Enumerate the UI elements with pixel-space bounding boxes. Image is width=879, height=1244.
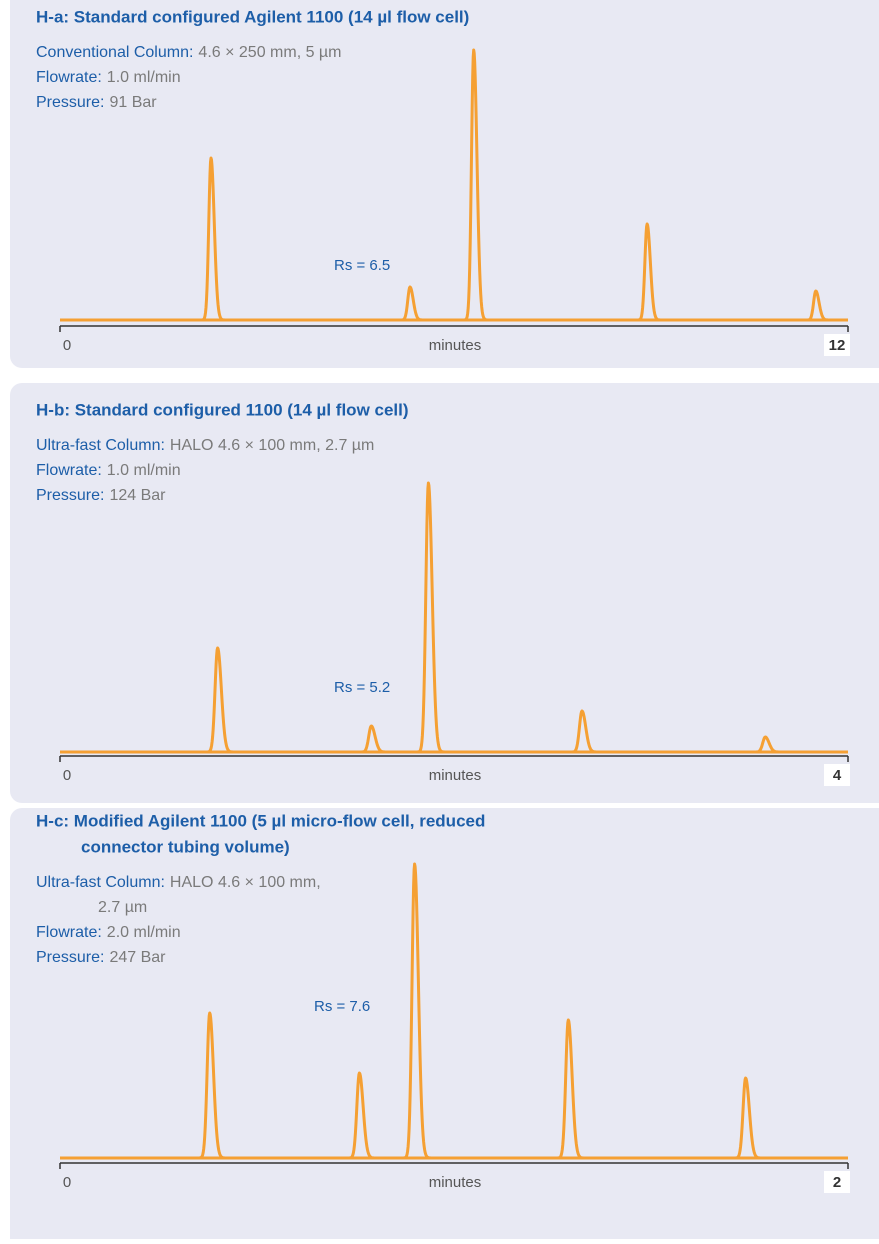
detail: Flowrate: 1.0 ml/min [36,462,181,479]
detail-value: HALO 4.6 × 100 mm, 2.7 µm [170,437,374,454]
tick-box [824,1171,850,1193]
x-tick-label: 0 [63,767,71,784]
detail-label: Flowrate: [36,924,102,941]
detail: Pressure: 91 Bar [36,94,157,111]
peak [352,724,399,754]
annotation: Rs = 7.6 [314,998,370,1015]
peak [726,1076,773,1160]
panel-title: H-b: Standard configured 1100 (14 µl flo… [36,400,409,419]
detail: Ultra-fast Column: HALO 4.6 × 100 mm, [36,874,321,891]
detail-value: 124 Bar [109,487,166,504]
peak [340,1071,387,1160]
tick-box [824,764,850,786]
panel-title: H-c: Modified Agilent 1100 (5 µl micro-f… [36,811,485,830]
peak [628,222,675,322]
panel [10,0,879,368]
detail-label: Pressure: [36,949,104,966]
detail-value: 1.0 ml/min [107,462,181,479]
annotation: Rs = 5.2 [334,679,390,696]
peak [391,285,437,322]
tick-box [824,334,850,356]
peak [563,709,609,754]
peak [192,156,238,322]
panel-title: connector tubing volume) [81,837,290,856]
peak [198,646,245,754]
x-tick-label: 0 [63,1174,71,1191]
peak [796,289,843,322]
detail-value: 247 Bar [109,949,166,966]
detail-value: 91 Bar [109,94,157,111]
panel-title: H-a: Standard configured Agilent 1100 (1… [36,7,469,26]
detail: Pressure: 124 Bar [36,487,166,504]
peak [746,735,793,754]
detail-label: Conventional Column: [36,44,193,61]
peak [549,1018,596,1160]
detail-label: Flowrate: [36,69,102,86]
panel [10,383,879,803]
annotation: Rs = 6.5 [334,257,390,274]
x-tick-label: 12 [829,337,846,354]
x-tick-label: 2 [833,1174,841,1191]
detail-value: 1.0 ml/min [107,69,181,86]
peak [409,481,456,754]
detail: Ultra-fast Column: HALO 4.6 × 100 mm, 2.7… [36,437,374,454]
peak [454,48,501,322]
detail-value: 2.0 ml/min [107,924,181,941]
peak [190,1011,237,1160]
detail-value: 2.7 µm [98,899,147,916]
detail-label: Pressure: [36,487,104,504]
detail-label: Flowrate: [36,462,102,479]
detail: Pressure: 247 Bar [36,949,166,966]
peak [395,862,442,1160]
detail-value: 4.6 × 250 mm, 5 µm [198,44,341,61]
x-axis-label: minutes [429,1174,482,1191]
detail: Flowrate: 2.0 ml/min [36,924,181,941]
panel [10,808,879,1244]
detail-label: Ultra-fast Column: [36,874,165,891]
detail: Flowrate: 1.0 ml/min [36,69,181,86]
detail-label: Ultra-fast Column: [36,437,165,454]
detail: Conventional Column: 4.6 × 250 mm, 5 µm [36,44,341,61]
detail-label: Pressure: [36,94,104,111]
x-tick-label: 4 [833,767,842,784]
x-axis-label: minutes [429,337,482,354]
x-axis-label: minutes [429,767,482,784]
detail-value: HALO 4.6 × 100 mm, [170,874,321,891]
x-tick-label: 0 [63,337,71,354]
